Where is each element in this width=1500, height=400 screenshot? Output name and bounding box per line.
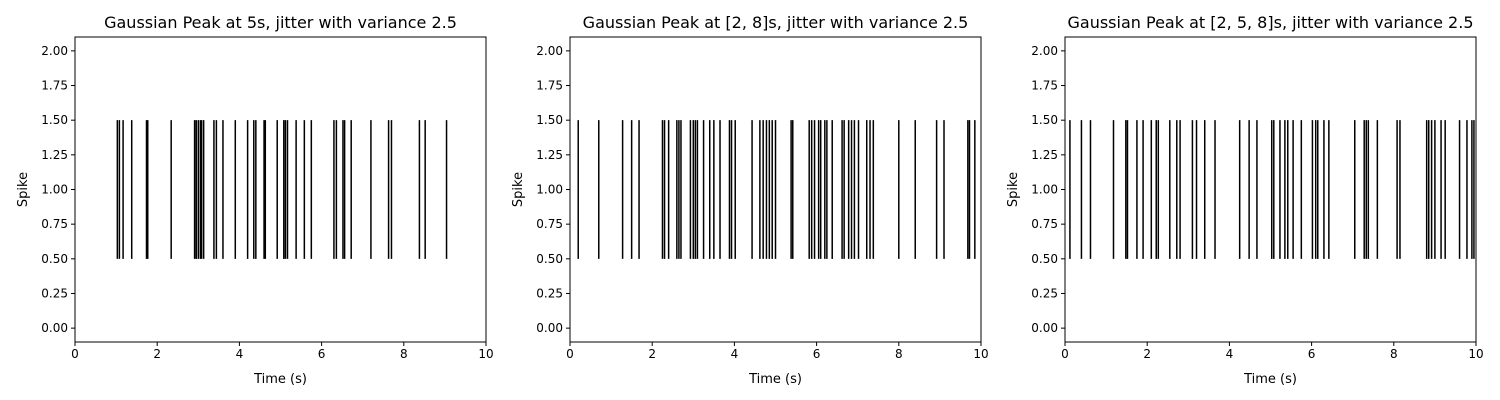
x-tick-label: 6 bbox=[318, 347, 326, 361]
chart-title: Gaussian Peak at [2, 5, 8]s, jitter with… bbox=[1068, 13, 1474, 32]
x-tick-label: 2 bbox=[153, 347, 161, 361]
chart-panel-1: 0 2 4 6 8 10 0.00 0.25 0.50 0.75 1.00 1.25 1.50 1.75 2… bbox=[16, 13, 494, 387]
x-tick-label: 2 bbox=[648, 347, 656, 361]
plot-area-frame bbox=[1064, 36, 1477, 343]
y-tick-label: 2.00 bbox=[41, 44, 68, 58]
x-axis-label: Time (s) bbox=[1243, 372, 1297, 387]
y-tick-label: 0.25 bbox=[1031, 286, 1058, 300]
x-tick-label: 10 bbox=[1468, 347, 1483, 361]
y-tick-label: 1.25 bbox=[1031, 148, 1058, 162]
chart-title: Gaussian Peak at [2, 8]s, jitter with va… bbox=[583, 13, 969, 32]
y-tick-label: 1.75 bbox=[41, 79, 68, 93]
x-tick-label: 0 bbox=[566, 347, 574, 361]
x-tick-label: 10 bbox=[973, 347, 988, 361]
chart-title: Gaussian Peak at 5s, jitter with varianc… bbox=[104, 13, 457, 32]
y-tick-label: 2.00 bbox=[1031, 44, 1058, 58]
x-tick-label: 10 bbox=[478, 347, 493, 361]
x-axis-label: Time (s) bbox=[748, 372, 802, 387]
y-tick-label: 2.00 bbox=[536, 44, 563, 58]
y-axis-label: Spike bbox=[511, 172, 526, 207]
y-tick-label: 0.50 bbox=[1031, 252, 1058, 266]
y-tick-label: 0.00 bbox=[1031, 321, 1058, 335]
plot-area-frame bbox=[74, 36, 487, 343]
x-tick-label: 0 bbox=[71, 347, 79, 361]
y-tick-label: 0.25 bbox=[536, 286, 563, 300]
y-tick-label: 0.75 bbox=[536, 217, 563, 231]
x-tick-label: 8 bbox=[400, 347, 408, 361]
x-tick-label: 6 bbox=[1308, 347, 1316, 361]
x-tick-label: 0 bbox=[1061, 347, 1069, 361]
y-tick-label: 0.00 bbox=[536, 321, 563, 335]
y-tick-label: 1.00 bbox=[1031, 183, 1058, 197]
y-tick-label: 0.25 bbox=[41, 286, 68, 300]
y-tick-label: 0.50 bbox=[41, 252, 68, 266]
y-tick-label: 0.75 bbox=[41, 217, 68, 231]
y-tick-label: 1.75 bbox=[1031, 79, 1058, 93]
x-tick-label: 2 bbox=[1143, 347, 1151, 361]
y-tick-label: 1.00 bbox=[536, 183, 563, 197]
y-axis-label: Spike bbox=[1006, 172, 1021, 207]
spike-series bbox=[577, 120, 976, 259]
y-tick-label: 0.00 bbox=[41, 321, 68, 335]
x-tick-label: 4 bbox=[731, 347, 739, 361]
x-tick-label: 8 bbox=[1390, 347, 1398, 361]
y-tick-label: 1.75 bbox=[536, 79, 563, 93]
x-tick-label: 4 bbox=[1226, 347, 1234, 361]
y-axis-label: Spike bbox=[16, 172, 31, 207]
x-axis-label: Time (s) bbox=[253, 372, 307, 387]
x-tick-label: 4 bbox=[236, 347, 244, 361]
spike-series bbox=[1069, 120, 1475, 259]
y-tick-label: 1.50 bbox=[536, 113, 563, 127]
y-tick-label: 0.75 bbox=[1031, 217, 1058, 231]
y-tick-label: 0.50 bbox=[536, 252, 563, 266]
y-tick-label: 1.50 bbox=[41, 113, 68, 127]
x-tick-label: 8 bbox=[895, 347, 903, 361]
y-tick-label: 1.50 bbox=[1031, 113, 1058, 127]
y-tick-label: 1.25 bbox=[536, 148, 563, 162]
x-tick-label: 6 bbox=[813, 347, 821, 361]
y-tick-label: 1.25 bbox=[41, 148, 68, 162]
spike-series bbox=[116, 120, 448, 259]
chart-panel-3: 0 2 4 6 8 10 0.00 0.25 0.50 0.75 1.00 1.25 1.50 1.75 2… bbox=[1006, 13, 1484, 387]
chart-panel-2: 0 2 4 6 8 10 0.00 0.25 0.50 0.75 1.00 1.25 1.50 1.75 2… bbox=[511, 13, 989, 387]
y-tick-label: 1.00 bbox=[41, 183, 68, 197]
